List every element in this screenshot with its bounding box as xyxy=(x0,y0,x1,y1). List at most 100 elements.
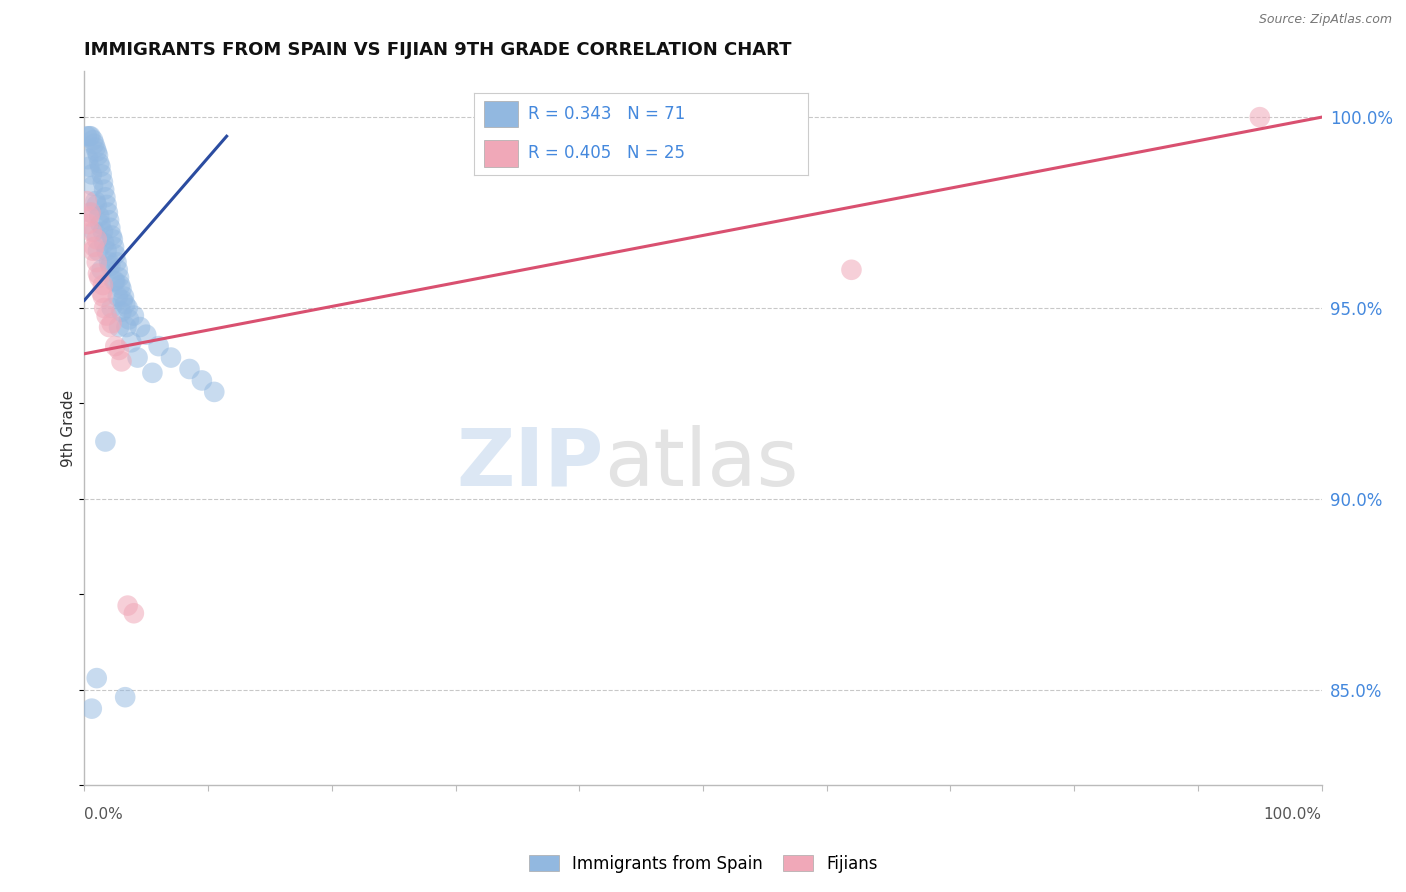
Point xyxy=(98,255,121,269)
Point xyxy=(108,270,131,285)
Point xyxy=(841,262,863,277)
Point xyxy=(86,198,108,212)
Point xyxy=(94,434,117,449)
Point xyxy=(86,255,108,269)
Point xyxy=(107,262,129,277)
Point xyxy=(90,262,112,277)
Point xyxy=(101,232,124,246)
Point xyxy=(91,175,114,189)
Point xyxy=(98,259,121,273)
Point xyxy=(117,301,139,315)
Point xyxy=(98,320,121,334)
Point xyxy=(104,247,127,261)
Point xyxy=(79,160,101,174)
Text: IMMIGRANTS FROM SPAIN VS FIJIAN 9TH GRADE CORRELATION CHART: IMMIGRANTS FROM SPAIN VS FIJIAN 9TH GRAD… xyxy=(84,41,792,59)
Point xyxy=(202,384,225,399)
Point xyxy=(89,160,111,174)
Point xyxy=(80,168,103,182)
Point xyxy=(79,129,101,144)
Point xyxy=(118,312,141,326)
Point xyxy=(110,282,132,296)
Point xyxy=(93,301,115,315)
Text: 0.0%: 0.0% xyxy=(84,807,124,822)
Point xyxy=(86,671,108,685)
Point xyxy=(91,225,114,239)
Point xyxy=(76,194,98,208)
Point xyxy=(87,244,110,258)
Point xyxy=(91,278,114,293)
Text: R = 0.343   N = 71: R = 0.343 N = 71 xyxy=(527,105,685,123)
Text: atlas: atlas xyxy=(605,425,799,503)
Point xyxy=(82,133,104,147)
Point xyxy=(83,136,105,151)
Point xyxy=(83,225,105,239)
Point xyxy=(117,599,139,613)
Point xyxy=(127,351,149,365)
Point xyxy=(82,244,104,258)
Text: 100.0%: 100.0% xyxy=(1264,807,1322,822)
Bar xyxy=(484,101,517,128)
Point xyxy=(89,270,111,285)
Point xyxy=(87,267,110,281)
Point xyxy=(97,205,120,219)
Point xyxy=(100,316,122,330)
Text: ZIP: ZIP xyxy=(457,425,605,503)
Text: Source: ZipAtlas.com: Source: ZipAtlas.com xyxy=(1258,13,1392,27)
Point xyxy=(98,220,121,235)
Point xyxy=(108,343,131,357)
Point xyxy=(122,309,145,323)
Point xyxy=(100,228,122,243)
Point xyxy=(76,129,98,144)
Point xyxy=(86,232,108,246)
Point xyxy=(103,274,125,288)
Point xyxy=(80,225,103,239)
Point xyxy=(80,701,103,715)
Point xyxy=(93,183,115,197)
Point xyxy=(110,305,132,319)
Point xyxy=(87,148,110,162)
Point xyxy=(89,217,111,231)
Point xyxy=(104,339,127,353)
Point xyxy=(110,354,132,368)
Bar xyxy=(484,140,517,167)
Point xyxy=(191,374,214,388)
Point xyxy=(179,362,201,376)
Point xyxy=(114,690,136,705)
Point xyxy=(96,309,118,323)
Point xyxy=(86,145,108,159)
Point xyxy=(114,297,136,311)
Point xyxy=(160,351,183,365)
Point xyxy=(107,289,129,303)
Point xyxy=(98,213,121,227)
Point xyxy=(96,244,118,258)
Point xyxy=(111,293,134,308)
Point xyxy=(79,210,101,224)
Legend: Immigrants from Spain, Fijians: Immigrants from Spain, Fijians xyxy=(522,848,884,880)
Point xyxy=(84,194,107,208)
Point xyxy=(83,240,105,254)
Point xyxy=(129,320,152,334)
Point xyxy=(89,210,111,224)
Point xyxy=(110,278,132,293)
Point xyxy=(79,205,101,219)
Point xyxy=(89,156,111,170)
Point xyxy=(103,240,125,254)
Point xyxy=(148,339,170,353)
Point xyxy=(79,205,101,219)
Point xyxy=(122,606,145,620)
Point xyxy=(120,335,142,350)
Point xyxy=(91,289,114,303)
Point xyxy=(77,217,100,231)
Point xyxy=(1249,110,1271,124)
Y-axis label: 9th Grade: 9th Grade xyxy=(60,390,76,467)
Point xyxy=(141,366,163,380)
Point xyxy=(115,320,138,334)
Text: R = 0.405   N = 25: R = 0.405 N = 25 xyxy=(527,144,685,161)
Point xyxy=(90,285,112,300)
Point xyxy=(96,198,118,212)
Point xyxy=(112,289,135,303)
Point xyxy=(79,129,101,144)
Point xyxy=(82,178,104,193)
Point xyxy=(105,255,128,269)
Point xyxy=(90,168,112,182)
